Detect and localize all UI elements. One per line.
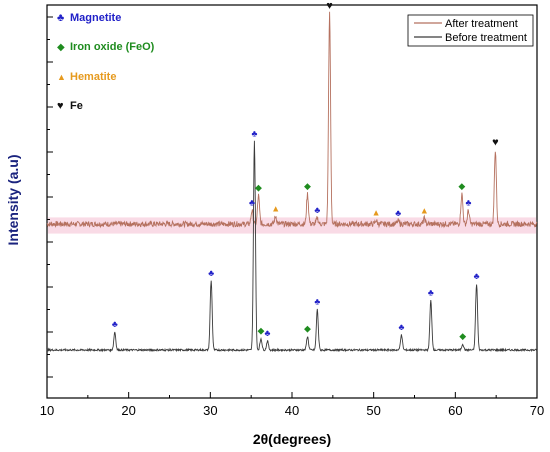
magnetite-label: Magnetite	[70, 12, 121, 24]
phase-key: ♣ Magnetite ◆ Iron oxide (FeO) ▲ Hematit…	[57, 12, 155, 112]
x-axis-label: 2θ(degrees)	[253, 431, 331, 447]
fe-symbol: ♥	[57, 100, 64, 112]
phase-marker-magnetite: ♣	[251, 129, 257, 139]
phase-marker-magnetite: ♣	[112, 319, 118, 329]
legend-box	[407, 14, 534, 47]
phase-marker-hematite: ▲	[420, 206, 429, 216]
x-tick-label: 60	[448, 403, 462, 418]
phase-key-item: ♣ Magnetite	[57, 12, 121, 24]
phase-marker-iron-oxide-feo: ◆	[304, 324, 311, 334]
x-tick-label: 70	[530, 403, 544, 418]
x-tick-label: 40	[285, 403, 299, 418]
phase-marker-iron-oxide-feo: ◆	[458, 181, 465, 191]
baseline-highlight	[48, 217, 536, 234]
phase-marker-iron-oxide-feo: ◆	[459, 331, 466, 341]
phase-marker-iron-oxide-feo: ◆	[304, 181, 311, 191]
phase-marker-magnetite: ♣	[398, 322, 404, 332]
x-tick-label: 10	[40, 403, 54, 418]
feo-label: Iron oxide (FeO)	[70, 41, 155, 53]
magnetite-symbol: ♣	[57, 12, 64, 24]
phase-marker-hematite: ▲	[271, 204, 280, 214]
highlight-layer	[48, 217, 536, 234]
legend: After treatment Before treatment	[407, 14, 534, 47]
phase-marker-magnetite: ♣	[465, 198, 471, 208]
phase-markers: ♣◆▲◆♣♥▲ ♣ ▲◆♣♥♣♣♣◆ ♣ ◆♣♣♣◆♣	[112, 0, 499, 341]
series-layer	[46, 11, 538, 353]
phase-marker-magnetite: ♣	[428, 288, 434, 298]
legend-label-after: After treatment	[445, 18, 518, 30]
phase-marker-magnetite: ♣	[314, 297, 320, 307]
phase-marker-magnetite: ♣	[314, 205, 320, 215]
phase-marker-magnetite: ♣	[249, 198, 255, 208]
phase-key-item: ◆ Iron oxide (FeO)	[57, 41, 155, 53]
x-tick-label: 50	[366, 403, 380, 418]
series-before-treatment	[46, 140, 538, 353]
phase-key-item: ▲ Hematite	[57, 71, 116, 83]
phase-marker-hematite: ▲	[372, 207, 381, 217]
axes: 10 20 30 40 50 60 70	[40, 16, 544, 418]
fe-label: Fe	[70, 100, 83, 112]
phase-marker-magnetite: ♣	[395, 208, 401, 218]
phase-key-item: ♥ Fe	[57, 100, 83, 112]
phase-marker-fe: ♥	[326, 0, 333, 12]
phase-marker-iron-oxide-feo: ◆	[258, 326, 265, 336]
series-after-treatment	[46, 11, 538, 229]
phase-marker-iron-oxide-feo: ◆	[255, 183, 262, 193]
y-axis-label: Intensity (a.u)	[5, 154, 21, 245]
phase-marker-magnetite: ♣	[474, 271, 480, 281]
hematite-symbol: ▲	[57, 72, 66, 82]
phase-marker-magnetite: ♣	[265, 328, 271, 338]
phase-marker-magnetite: ♣	[208, 268, 214, 278]
feo-symbol: ◆	[57, 42, 65, 53]
hematite-label: Hematite	[70, 71, 116, 83]
x-tick-label: 20	[121, 403, 135, 418]
legend-label-before: Before treatment	[445, 32, 527, 44]
phase-marker-fe: ♥	[492, 137, 499, 149]
x-tick-label: 30	[203, 403, 217, 418]
